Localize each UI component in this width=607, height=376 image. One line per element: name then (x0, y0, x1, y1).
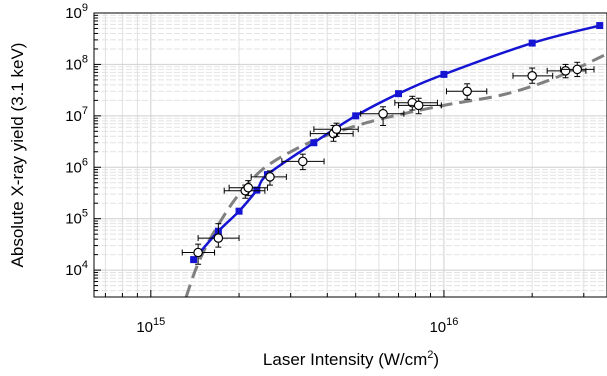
data-point (445, 83, 488, 100)
open-circle-marker (413, 100, 424, 111)
blue-square-marker (352, 112, 360, 120)
axis-ticks (94, 14, 585, 298)
open-circle-marker (243, 182, 254, 193)
y-tick-label: 105 (65, 208, 88, 228)
open-circle-marker (331, 124, 342, 134)
y-tick-label: 104 (65, 259, 88, 279)
x-tick-label: 1016 (429, 316, 458, 336)
open-circle-marker (560, 66, 571, 76)
blue-square-marker (253, 186, 261, 194)
series-gray-dashed-curve (184, 52, 607, 297)
open-circle-marker (462, 86, 472, 97)
y-axis-label: Absolute X-ray yield (3.1 keV) (8, 43, 27, 268)
blue-square-marker (310, 139, 318, 147)
plot-area-frame (93, 12, 607, 298)
data-point (250, 170, 287, 186)
series-blue-fit-line (190, 22, 604, 264)
y-tick-label: 108 (65, 53, 88, 73)
open-circle-marker (572, 64, 583, 75)
blue-square-marker (190, 256, 198, 264)
open-circle-marker (265, 172, 275, 182)
blue-square-marker (235, 207, 243, 215)
x-axis-tick-labels: 1015 1016 (136, 316, 458, 336)
data-point (281, 153, 325, 171)
data-point (228, 180, 268, 197)
y-tick-label: 109 (65, 2, 88, 22)
grid (94, 13, 607, 298)
data-point (560, 61, 595, 78)
gray-dashed-line (184, 52, 607, 297)
data-point (181, 243, 216, 265)
blue-square-marker (596, 22, 604, 30)
data-point (360, 106, 405, 126)
blue-square-marker (528, 39, 536, 47)
open-circle-marker (378, 108, 388, 119)
x-tick-label: 1015 (136, 316, 165, 336)
x-axis-label: Laser Intensity (W/cm2) (263, 349, 439, 369)
data-point (398, 97, 442, 115)
series-measured-points (181, 61, 595, 265)
y-tick-label: 107 (65, 105, 88, 125)
open-circle-marker (213, 233, 224, 243)
open-circle-marker (527, 71, 537, 81)
open-circle-marker (298, 156, 308, 167)
data-point (313, 122, 359, 137)
blue-square-marker (395, 90, 403, 98)
y-tick-label: 106 (65, 156, 88, 176)
blue-square-marker (440, 70, 448, 78)
y-axis-tick-labels: 104 105 106 107 108 109 (65, 2, 88, 279)
data-point (512, 67, 554, 84)
data-point (197, 223, 240, 248)
open-circle-marker (193, 247, 203, 258)
